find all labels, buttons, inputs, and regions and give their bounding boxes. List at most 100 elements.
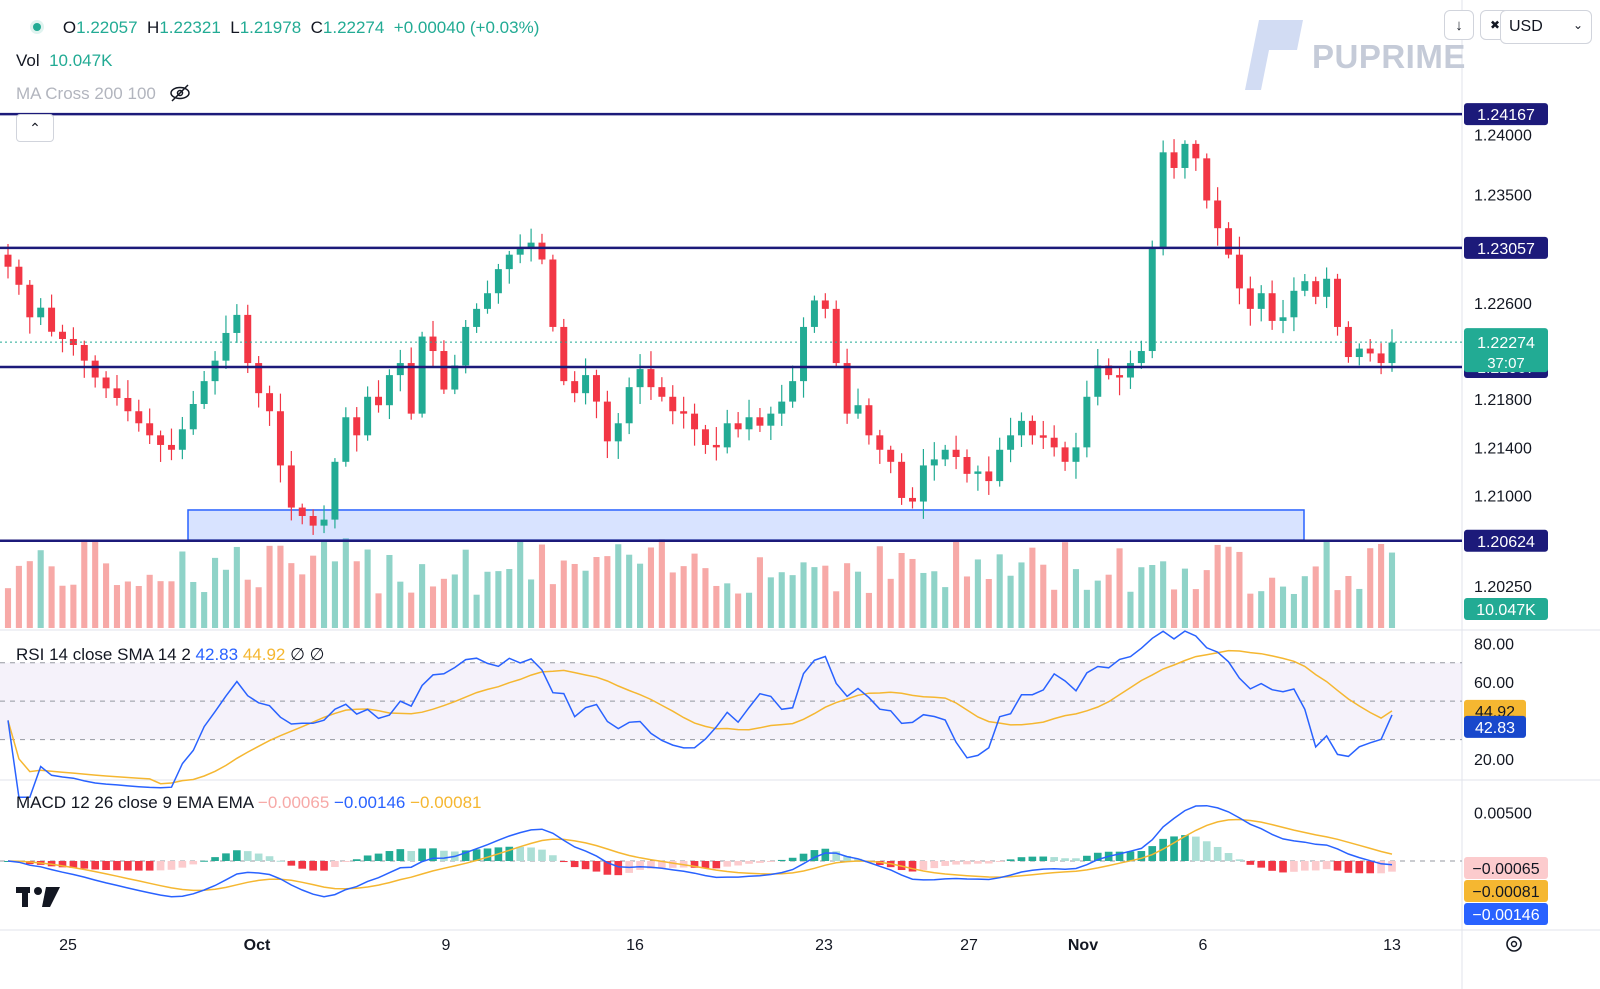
macd-hist-bar [385,851,394,861]
puprime-logo-icon [1245,20,1303,90]
volume-bar [353,561,360,628]
candle-body [745,417,753,430]
volume-legend: Vol 10.047K [16,51,112,71]
candle-body [364,396,372,436]
volume-bar [212,557,219,628]
volume-bar [484,571,491,628]
volume-bar [266,545,273,628]
candle-body [298,507,306,517]
macd-hist-bar [461,850,470,861]
candle-body [418,336,426,414]
candle-body [691,413,699,430]
macd-hist-bar [352,859,361,861]
volume-bar [713,585,720,628]
volume-label: Vol [16,51,40,70]
candle-body [59,331,66,339]
macd-signal-line [7,818,1393,892]
rsi-value: 42.83 [196,645,243,664]
candle-body [200,381,208,405]
high-label: H [147,18,160,37]
volume-bar [745,592,753,628]
candle-body [135,411,143,424]
candle-body [1072,447,1080,462]
candle-body [255,363,263,394]
macd-hist-bar [995,861,1004,862]
volume-bar [37,550,44,628]
collapse-legend-button[interactable]: ⌃ [16,114,54,142]
candle-body [276,411,284,466]
volume-bar [571,563,578,628]
volume-bar [593,557,600,628]
volume-bar [146,574,153,628]
macd-hist-bar [1028,856,1037,861]
macd-hist-bar [832,851,841,861]
candle-body [800,326,808,382]
volume-bar [429,586,437,628]
candle-body [1246,288,1254,309]
volume-bar [364,549,371,628]
macd-hist-bar [668,861,677,868]
macd-hist-bar [167,861,176,870]
eye-hidden-icon[interactable] [169,84,191,107]
macd-hist-bar [1083,855,1091,861]
volume-bar [190,581,197,628]
x-axis-label: 13 [1383,937,1401,954]
currency-select[interactable]: USD ⌄ [1500,10,1592,44]
candle-body [909,497,916,502]
candle-body [647,369,655,388]
candle-body [549,259,557,327]
candle-body [124,397,132,412]
chevron-up-icon: ⌃ [29,119,41,136]
candle-body [1017,420,1025,436]
volume-bar [375,593,382,628]
candle-body [1061,447,1069,462]
candle-body [582,375,590,394]
macd-hist-bar [952,861,960,865]
candle-body [494,269,502,294]
tradingview-logo-icon [16,887,60,907]
macd-hist-bar [919,861,928,870]
macd-hist-bar [222,853,230,861]
macd-hist-bar [276,860,285,862]
rsi-tick-label: 20.00 [1474,752,1514,769]
collapse-arrows-icon: ✖ [1489,18,1501,32]
candle-body [1268,293,1276,321]
candle-body [48,307,56,332]
price-tick-label: 1.21400 [1474,440,1532,457]
candle-body [1039,435,1047,438]
macd-hist-bar [1224,853,1233,861]
x-axis-label: Nov [1068,937,1098,954]
candle-body [603,401,611,442]
x-axis-label: 23 [815,937,833,954]
macd-hist-bar [538,849,546,861]
rsi-params: 14 close SMA 14 2 [49,645,195,664]
candle-body [854,405,862,414]
volume-bar [538,544,546,628]
settings-gear-icon[interactable] [1506,936,1522,952]
macd-value-tag-label: −0.00065 [1472,861,1539,878]
volume-bar [865,592,872,628]
volume-bar [724,583,731,628]
volume-bar [462,549,469,628]
download-button[interactable]: ↓ [1444,10,1474,40]
volume-bar [767,577,774,628]
candle-body [113,388,121,398]
ma-cross-legend[interactable]: MA Cross 200 100 [16,84,191,107]
macd-hist-bar [298,861,307,869]
volume-bar [1116,548,1123,628]
volume-bar [735,593,742,628]
candle-body [832,308,840,364]
macd-hist-bar [603,861,612,875]
macd-hist-bar [178,861,187,868]
candle-body [810,300,818,327]
candle-body [941,449,949,460]
volume-bar [1051,589,1058,628]
x-axis-label: Oct [244,937,271,954]
macd-hist-bar [549,855,557,861]
candle-body [625,387,633,424]
volume-bar [233,546,240,628]
volume-bar [974,559,981,628]
volume-bar [669,572,676,628]
volume-bar [1094,580,1101,628]
